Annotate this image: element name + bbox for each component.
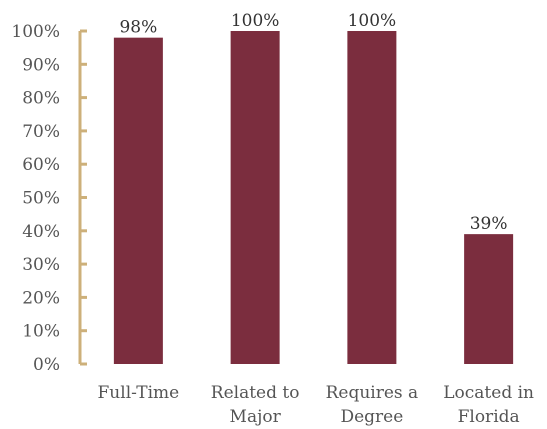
y-tick-label: 30% — [22, 255, 60, 275]
data-label: 100% — [348, 11, 397, 31]
y-tick-label: 70% — [22, 122, 60, 142]
bar — [464, 234, 514, 364]
y-tick-label: 60% — [22, 155, 60, 175]
labels: 98% Full-Time 100% Related to Major 100% Requi… — [98, 11, 535, 427]
category-label: Located in Florida — [443, 383, 534, 427]
y-axis: 0% 10% 20% 30% 40% 50% 60% 70% 80% 90% 100% — [11, 22, 87, 375]
y-tick-label: 0% — [33, 355, 60, 375]
y-tick-label: 90% — [22, 55, 60, 75]
y-tick-label: 50% — [22, 189, 60, 209]
y-tick-label: 10% — [22, 322, 60, 342]
category-label: Requires a Degree — [326, 383, 419, 427]
bar — [347, 31, 397, 364]
bar — [113, 37, 163, 364]
data-label: 98% — [119, 18, 157, 38]
bar — [230, 31, 280, 364]
y-tick-label: 40% — [22, 222, 60, 242]
category-label: Related to Major — [211, 383, 300, 427]
data-label: 100% — [231, 11, 280, 31]
category-label: Full-Time — [98, 383, 180, 403]
y-tick-label: 100% — [11, 22, 60, 42]
y-tick-label: 20% — [22, 288, 60, 308]
bars — [113, 31, 514, 364]
data-label: 39% — [470, 214, 508, 234]
y-tick-label: 80% — [22, 89, 60, 109]
